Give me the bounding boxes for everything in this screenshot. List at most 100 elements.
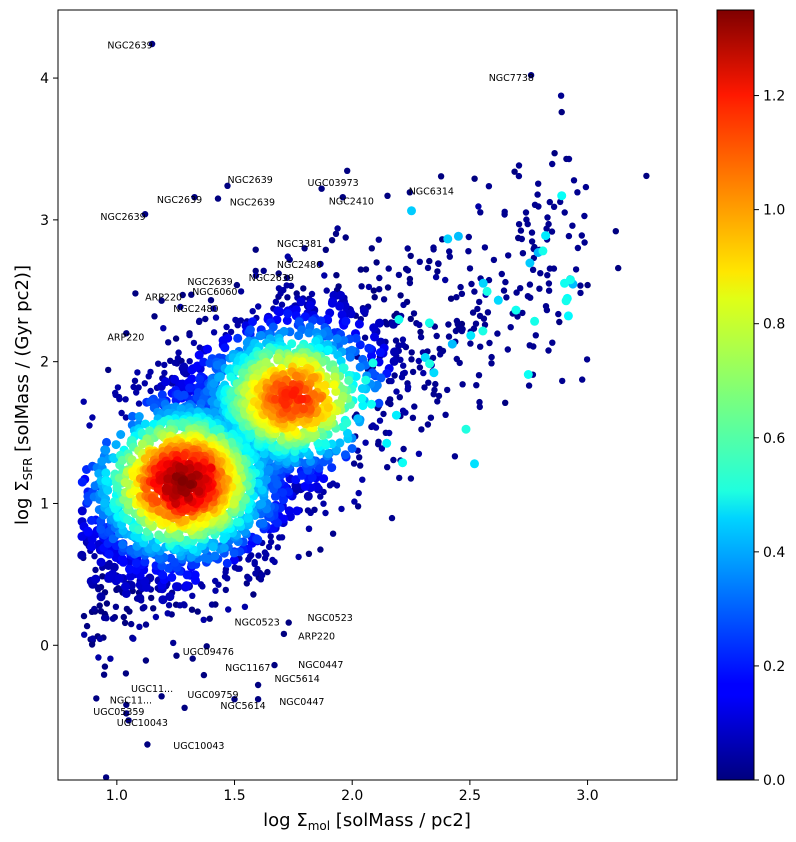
- data-point: [261, 549, 269, 556]
- data-point: [376, 417, 384, 424]
- galaxy-annotation: NGC1167: [225, 663, 270, 674]
- galaxy-annotation: ARP220: [298, 632, 335, 643]
- data-point: [135, 400, 143, 407]
- data-point: [386, 429, 393, 437]
- data-point: [339, 194, 346, 201]
- data-point: [347, 444, 357, 453]
- data-point: [502, 278, 509, 286]
- data-point: [549, 339, 556, 346]
- data-point: [241, 443, 251, 453]
- data-point: [515, 162, 523, 169]
- data-point: [476, 403, 483, 411]
- data-point: [339, 363, 349, 373]
- data-point: [96, 557, 106, 567]
- data-point: [268, 443, 278, 453]
- data-point: [231, 564, 239, 571]
- data-point: [120, 478, 130, 487]
- data-point: [188, 291, 195, 298]
- data-point: [416, 258, 423, 265]
- data-point: [243, 513, 253, 523]
- data-point: [482, 286, 492, 296]
- data-point: [408, 356, 415, 363]
- data-point: [404, 245, 411, 252]
- data-point: [134, 525, 144, 535]
- data-point: [376, 286, 383, 293]
- data-point: [453, 294, 460, 301]
- data-point: [344, 375, 354, 385]
- data-point: [117, 455, 127, 465]
- data-point: [182, 570, 192, 580]
- data-point: [391, 372, 398, 379]
- data-point: [500, 287, 508, 294]
- data-point: [353, 414, 363, 424]
- data-point: [261, 357, 271, 367]
- data-point: [226, 372, 236, 382]
- data-point: [466, 331, 476, 340]
- galaxy-annotation: NGC5614: [220, 701, 265, 712]
- data-point: [190, 570, 200, 580]
- data-point: [362, 266, 370, 273]
- data-point: [222, 586, 229, 594]
- data-point: [280, 399, 290, 409]
- data-point: [250, 591, 257, 598]
- galaxy-annotation: NGC6314: [409, 186, 454, 197]
- y-axis-ticks: 0 1 2 3 4: [40, 71, 58, 654]
- data-point: [190, 339, 198, 347]
- data-point: [305, 301, 315, 310]
- data-point: [101, 445, 111, 455]
- x-tick-label: 1.5: [223, 788, 245, 804]
- data-point: [295, 553, 302, 561]
- data-point: [135, 384, 142, 391]
- data-point: [334, 225, 341, 232]
- data-point: [387, 396, 394, 403]
- data-point: [219, 534, 229, 544]
- data-point: [434, 268, 441, 275]
- data-point: [424, 318, 434, 328]
- data-point: [200, 616, 207, 623]
- data-point: [150, 605, 157, 612]
- data-point: [399, 336, 407, 343]
- data-point: [158, 693, 165, 700]
- data-point: [175, 349, 182, 356]
- data-point: [429, 354, 437, 362]
- data-point: [102, 774, 110, 780]
- data-point: [444, 386, 451, 394]
- colorbar-tick-label: 1.2: [763, 89, 785, 105]
- data-point: [481, 244, 489, 251]
- data-point: [290, 453, 300, 463]
- colorbar-tick-label: 0.4: [763, 545, 785, 561]
- data-point: [271, 661, 278, 669]
- data-point: [519, 250, 527, 257]
- data-point: [87, 515, 96, 525]
- data-point: [255, 460, 265, 470]
- data-point: [544, 214, 551, 221]
- data-point: [317, 546, 324, 553]
- data-point: [538, 246, 548, 256]
- data-point: [498, 270, 505, 278]
- data-point: [131, 558, 141, 568]
- data-point: [471, 175, 478, 182]
- data-point: [154, 506, 164, 516]
- data-point: [219, 543, 229, 553]
- data-point: [195, 374, 205, 384]
- data-point: [525, 258, 535, 268]
- data-point: [368, 358, 378, 368]
- data-point: [188, 606, 196, 613]
- data-point: [215, 581, 222, 588]
- data-point: [342, 418, 352, 428]
- data-point: [515, 172, 523, 180]
- data-point: [465, 248, 472, 255]
- colorbar: [716, 9, 755, 781]
- data-point: [513, 289, 520, 296]
- data-point: [291, 371, 301, 381]
- data-point: [321, 272, 328, 279]
- data-point: [94, 469, 104, 479]
- colorbar-tick-label: 0.8: [763, 317, 785, 333]
- y-tick-label: 2: [40, 355, 49, 371]
- data-point: [472, 320, 480, 327]
- data-point: [367, 399, 376, 409]
- data-point: [214, 195, 222, 202]
- data-point: [572, 266, 580, 273]
- data-point: [96, 635, 104, 643]
- data-point: [410, 310, 418, 317]
